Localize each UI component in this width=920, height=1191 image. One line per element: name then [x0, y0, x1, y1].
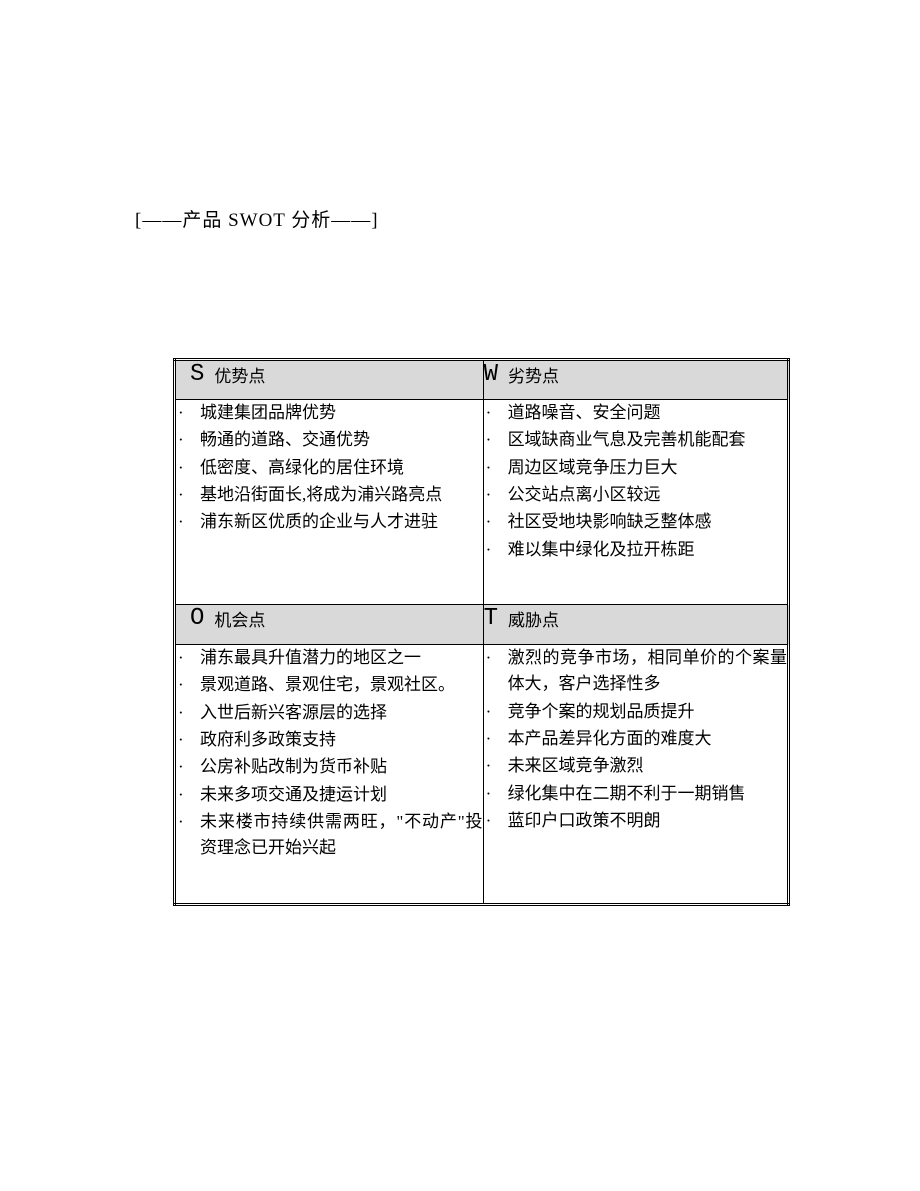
swot-table: S 优势点 W 劣势点 ·城建集团品牌优势·畅通的道路、交通优势·低密度、高绿化…	[173, 358, 790, 906]
bullet-icon: ·	[176, 427, 200, 453]
list-item-text: 未来多项交通及捷运计划	[200, 782, 483, 808]
list-item-text: 蓝印户口政策不明朗	[508, 808, 787, 834]
bullet-icon: ·	[484, 427, 508, 453]
bullet-icon: ·	[484, 482, 508, 508]
label-t: 威胁点	[508, 611, 559, 630]
content-w: ·道路噪音、安全问题·区域缺商业气息及完善机能配套·周边区域竞争压力巨大·公交站…	[483, 400, 788, 605]
bullet-icon: ·	[176, 455, 200, 481]
bullet-icon: ·	[176, 400, 200, 426]
bullet-icon: ·	[176, 782, 200, 808]
letter-w: W	[484, 361, 498, 388]
bullet-icon: ·	[176, 645, 200, 671]
list-item-text: 景观道路、景观住宅，景观社区。	[200, 672, 483, 698]
content-t: ·激烈的竞争市场，相同单价的个案量体大，客户选择性多·竞争个案的规划品质提升·本…	[483, 645, 788, 905]
list-item: ·城建集团品牌优势	[176, 400, 483, 426]
list-item-text: 未来区域竞争激烈	[508, 753, 787, 779]
list-item: ·低密度、高绿化的居住环境	[176, 455, 483, 481]
list-item-text: 绿化集中在二期不利于一期销售	[508, 781, 787, 807]
letter-s: S	[176, 361, 204, 388]
bullet-icon: ·	[484, 726, 508, 752]
list-item: ·道路噪音、安全问题	[484, 400, 787, 426]
list-item: ·公交站点离小区较远	[484, 482, 787, 508]
content-row-2: ·浦东最具升值潜力的地区之一·景观道路、景观住宅，景观社区。·入世后新兴客源层的…	[175, 645, 789, 905]
bullet-icon: ·	[176, 809, 200, 835]
bullet-icon: ·	[484, 509, 508, 535]
label-w: 劣势点	[508, 367, 559, 386]
list-item-text: 公房补贴改制为货币补贴	[200, 754, 483, 780]
list-item-text: 周边区域竞争压力巨大	[508, 455, 787, 481]
bullet-icon: ·	[484, 455, 508, 481]
label-o: 机会点	[214, 611, 265, 630]
bullet-icon: ·	[176, 672, 200, 698]
list-item: ·政府利多政策支持	[176, 727, 483, 753]
list-item: ·未来区域竞争激烈	[484, 753, 787, 779]
list-item-text: 社区受地块影响缺乏整体感	[508, 509, 787, 535]
list-item-text: 未来楼市持续供需两旺，"不动产"投资理念已开始兴起	[200, 809, 483, 862]
header-t: T 威胁点	[483, 605, 788, 645]
header-row-1: S 优势点 W 劣势点	[175, 360, 789, 400]
list-item-text: 城建集团品牌优势	[200, 400, 483, 426]
list-item-text: 浦东新区优质的企业与人才进驻	[200, 509, 483, 535]
letter-o: O	[176, 605, 204, 632]
list-item: ·周边区域竞争压力巨大	[484, 455, 787, 481]
bullet-icon: ·	[484, 645, 508, 671]
list-item: ·绿化集中在二期不利于一期销售	[484, 781, 787, 807]
list-item: ·基地沿街面长,将成为浦兴路亮点	[176, 482, 483, 508]
bullet-icon: ·	[176, 482, 200, 508]
list-item: ·入世后新兴客源层的选择	[176, 700, 483, 726]
list-item-text: 入世后新兴客源层的选择	[200, 700, 483, 726]
bullet-icon: ·	[176, 700, 200, 726]
list-item: ·蓝印户口政策不明朗	[484, 808, 787, 834]
bullet-icon: ·	[484, 537, 508, 563]
bullet-icon: ·	[176, 509, 200, 535]
list-item-text: 难以集中绿化及拉开栋距	[508, 537, 787, 563]
list-item: ·景观道路、景观住宅，景观社区。	[176, 672, 483, 698]
page-title: [——产品 SWOT 分析——]	[135, 205, 379, 232]
list-item: ·公房补贴改制为货币补贴	[176, 754, 483, 780]
list-item-text: 区域缺商业气息及完善机能配套	[508, 427, 787, 453]
header-o: O 机会点	[175, 605, 484, 645]
list-item-text: 公交站点离小区较远	[508, 482, 787, 508]
content-s: ·城建集团品牌优势·畅通的道路、交通优势·低密度、高绿化的居住环境·基地沿街面长…	[175, 400, 484, 605]
list-item-text: 道路噪音、安全问题	[508, 400, 787, 426]
list-item: ·社区受地块影响缺乏整体感	[484, 509, 787, 535]
bullet-icon: ·	[176, 727, 200, 753]
letter-t: T	[484, 605, 498, 632]
content-row-1: ·城建集团品牌优势·畅通的道路、交通优势·低密度、高绿化的居住环境·基地沿街面长…	[175, 400, 789, 605]
list-item-text: 本产品差异化方面的难度大	[508, 726, 787, 752]
list-item-text: 激烈的竞争市场，相同单价的个案量体大，客户选择性多	[508, 645, 787, 698]
list-item: ·浦东新区优质的企业与人才进驻	[176, 509, 483, 535]
list-item: ·难以集中绿化及拉开栋距	[484, 537, 787, 563]
bullet-icon: ·	[484, 699, 508, 725]
content-o: ·浦东最具升值潜力的地区之一·景观道路、景观住宅，景观社区。·入世后新兴客源层的…	[175, 645, 484, 905]
list-item-text: 政府利多政策支持	[200, 727, 483, 753]
list-item: ·未来楼市持续供需两旺，"不动产"投资理念已开始兴起	[176, 809, 483, 862]
list-item-text: 基地沿街面长,将成为浦兴路亮点	[200, 482, 483, 508]
list-item: ·浦东最具升值潜力的地区之一	[176, 645, 483, 671]
list-item: ·区域缺商业气息及完善机能配套	[484, 427, 787, 453]
label-s: 优势点	[214, 367, 265, 386]
list-item: ·竞争个案的规划品质提升	[484, 699, 787, 725]
header-w: W 劣势点	[483, 360, 788, 400]
list-item-text: 浦东最具升值潜力的地区之一	[200, 645, 483, 671]
bullet-icon: ·	[484, 781, 508, 807]
list-item-text: 低密度、高绿化的居住环境	[200, 455, 483, 481]
list-item-text: 畅通的道路、交通优势	[200, 427, 483, 453]
list-item: ·未来多项交通及捷运计划	[176, 782, 483, 808]
bullet-icon: ·	[484, 400, 508, 426]
bullet-icon: ·	[176, 754, 200, 780]
list-item: ·畅通的道路、交通优势	[176, 427, 483, 453]
header-row-2: O 机会点 T 威胁点	[175, 605, 789, 645]
bullet-icon: ·	[484, 808, 508, 834]
bullet-icon: ·	[484, 753, 508, 779]
list-item-text: 竞争个案的规划品质提升	[508, 699, 787, 725]
header-s: S 优势点	[175, 360, 484, 400]
list-item: ·激烈的竞争市场，相同单价的个案量体大，客户选择性多	[484, 645, 787, 698]
list-item: ·本产品差异化方面的难度大	[484, 726, 787, 752]
